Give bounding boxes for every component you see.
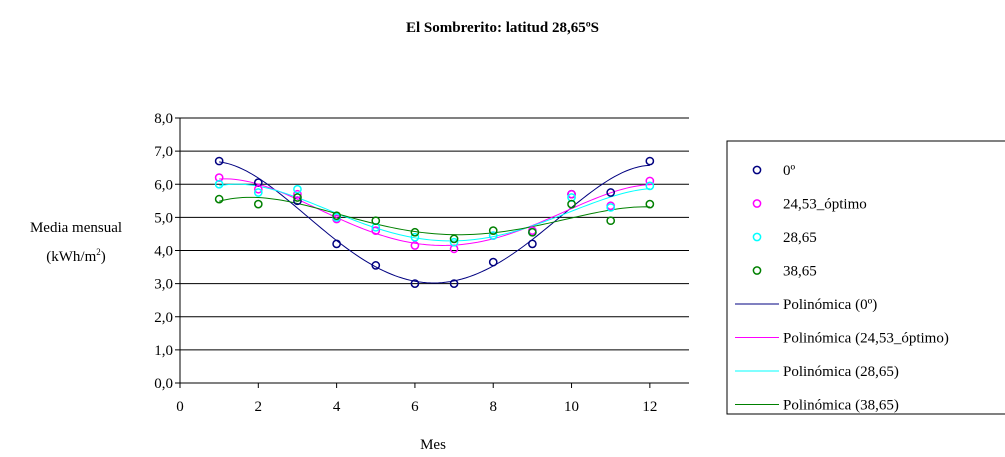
- y-axis-label-sup: 2: [96, 247, 101, 257]
- point-series0-8: [528, 239, 537, 249]
- point-series0-7: [488, 257, 498, 267]
- point-series1-9: [567, 189, 576, 199]
- y-axis-label-unit: (kWh/m: [46, 249, 97, 265]
- trendline-1: [219, 178, 650, 246]
- point-series0-3: [332, 239, 341, 249]
- trendline-3: [219, 196, 650, 236]
- point-series2-7: [488, 231, 498, 240]
- legend-trend-label-3: Polinómica (38,65): [783, 398, 899, 414]
- point-series3-4: [371, 216, 381, 226]
- axes: [179, 118, 689, 388]
- x-axis-label: Mes: [420, 437, 446, 453]
- y-tick-label: 3,0: [154, 277, 173, 293]
- x-tick-label: 2: [255, 399, 263, 415]
- chart-title: El Sombrerito: latitud 28,65ºS: [405, 20, 599, 36]
- legend-trend-label-1: Polinómica (24,53_óptimo): [783, 331, 949, 347]
- y-axis-label-close: ): [100, 249, 106, 265]
- y-axis-label-main: Media mensual: [29, 220, 123, 236]
- point-series2-10: [606, 203, 616, 212]
- y-axis-label: Media mensual (kWh/m2): [6, 216, 146, 269]
- legend-marker-2: [752, 232, 762, 242]
- y-tick-label: 0,0: [154, 376, 173, 392]
- y-tick-label: 1,0: [154, 343, 173, 359]
- legend-marker-0: [752, 165, 762, 175]
- trendlines: [219, 161, 650, 284]
- x-tick-label: 10: [564, 399, 579, 415]
- point-series0-0: [214, 156, 224, 166]
- point-series3-2: [293, 193, 302, 202]
- point-series3-5: [410, 227, 420, 237]
- y-tick-label: 4,0: [154, 244, 173, 260]
- point-series2-11: [645, 181, 655, 191]
- point-series3-11: [645, 199, 655, 209]
- x-tick-label: 12: [642, 399, 657, 415]
- gridlines: [175, 117, 689, 384]
- x-tick-label: 4: [333, 399, 341, 415]
- legend-marker-1: [752, 199, 762, 208]
- y-tick-label: 5,0: [154, 210, 173, 226]
- y-tick-label: 7,0: [154, 144, 173, 160]
- legend-label-1: 24,53_óptimo: [783, 197, 867, 213]
- point-series0-5: [410, 279, 420, 288]
- point-series1-1: [253, 184, 263, 194]
- trendline-0: [219, 161, 650, 284]
- y-tick-label: 8,0: [154, 111, 173, 127]
- legend-label-0: 0º: [783, 163, 796, 179]
- point-series2-5: [410, 232, 420, 242]
- legend: 0º 24,53_óptimo 28,65 38,65 Polinómica (0º) P…: [726, 140, 1005, 415]
- point-series0-6: [449, 279, 459, 288]
- point-series1-11: [645, 176, 655, 186]
- legend-label-3: 38,65: [783, 264, 817, 280]
- data-points: [214, 156, 655, 288]
- tick-labels: 0,0 1,0 2,0 3,0 4,0 5,0 6,0 7,0 8,0 0 2 4 6 8 10 12: [154, 111, 657, 415]
- point-series3-9: [567, 199, 576, 209]
- point-series3-10: [606, 216, 616, 226]
- point-series3-1: [253, 199, 263, 209]
- point-series3-0: [214, 194, 224, 204]
- point-series1-4: [371, 226, 381, 235]
- x-tick-label: 6: [411, 399, 419, 415]
- point-series1-2: [293, 189, 302, 199]
- point-series2-1: [253, 188, 263, 197]
- point-series3-7: [488, 226, 498, 235]
- point-series2-2: [293, 184, 302, 194]
- legend-box: [726, 140, 1005, 415]
- point-series3-6: [449, 234, 459, 244]
- point-series2-6: [449, 237, 459, 247]
- point-series0-4: [371, 261, 381, 270]
- point-series2-0: [214, 179, 224, 189]
- legend-label-2: 28,65: [783, 230, 817, 246]
- point-series1-5: [410, 241, 420, 250]
- legend-trend-label-0: Polinómica (0º): [783, 297, 877, 313]
- trendline-2: [219, 183, 650, 242]
- point-series3-3: [332, 211, 341, 221]
- y-tick-label: 2,0: [154, 310, 173, 326]
- x-tick-label: 8: [489, 399, 497, 415]
- point-series3-8: [528, 227, 537, 237]
- legend-marker-3: [752, 266, 762, 275]
- x-tick-label: 0: [176, 399, 184, 415]
- y-tick-label: 6,0: [154, 177, 173, 193]
- legend-trend-label-2: Polinómica (28,65): [783, 364, 899, 380]
- point-series0-11: [645, 156, 655, 166]
- point-series0-10: [606, 188, 616, 197]
